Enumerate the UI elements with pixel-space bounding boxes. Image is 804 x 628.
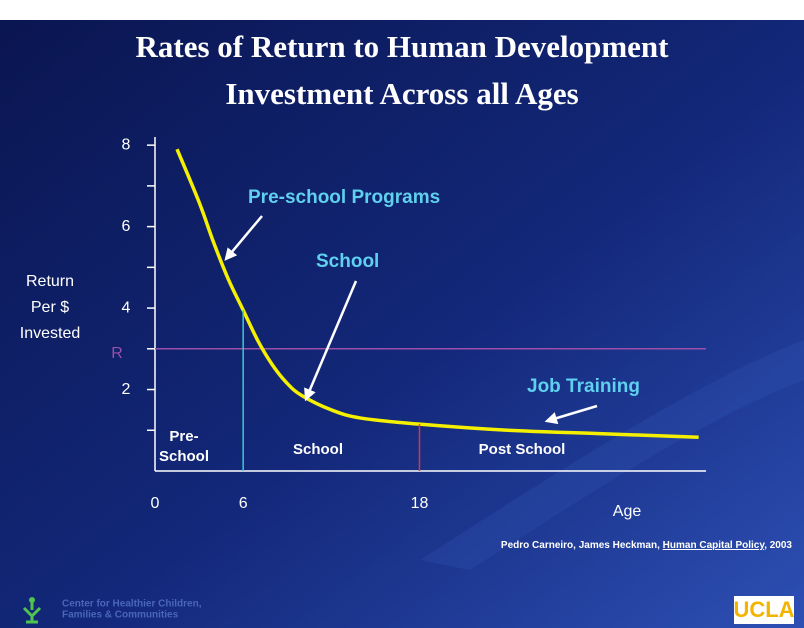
footer-text: Families & Communities — [62, 610, 179, 621]
region-label: Post School — [479, 441, 566, 458]
y-axis-label: Invested — [20, 325, 80, 342]
footer-text: Center for Healthier Children, — [62, 599, 202, 610]
region-label: Pre- — [169, 428, 198, 445]
footer-icon-head — [29, 597, 35, 603]
footer-icon — [22, 602, 42, 624]
top-strip — [0, 0, 804, 20]
reference-label: R — [111, 345, 123, 362]
title: Investment Across all Ages — [225, 76, 578, 111]
swoosh — [420, 340, 804, 570]
citation-part: , 2003 — [764, 540, 792, 551]
region-label: School — [293, 441, 343, 458]
y-tick-label: 2 — [122, 381, 131, 398]
y-tick-label: 4 — [122, 299, 131, 316]
region-label: School — [159, 448, 209, 465]
x-tick-label: 0 — [151, 495, 160, 512]
logo-box — [734, 596, 794, 624]
title: Rates of Return to Human Development — [136, 29, 670, 64]
x-tick-label: 6 — [239, 495, 248, 512]
annotation-arrow — [224, 215, 263, 261]
annotation-arrow — [304, 280, 358, 402]
citation: Pedro Carneiro, James Heckman, Human Cap… — [501, 540, 793, 551]
x-tick-label: 18 — [411, 495, 429, 512]
curve — [175, 148, 699, 439]
annotation: Pre-school Programs — [248, 187, 440, 208]
y-axis-label: Per $ — [31, 299, 69, 316]
citation-part: Human Capital Policy — [663, 540, 766, 551]
logo: UCLA — [733, 597, 794, 622]
annotation: Job Training — [527, 376, 640, 397]
citation-part: Pedro Carneiro, James Heckman, — [501, 540, 663, 551]
y-axis-label: Return — [26, 273, 74, 290]
y-tick-label: 8 — [122, 136, 131, 153]
x-axis-label: Age — [613, 503, 642, 520]
annotation-arrow — [544, 404, 598, 425]
annotation: School — [316, 251, 379, 272]
y-tick-label: 6 — [122, 218, 131, 235]
